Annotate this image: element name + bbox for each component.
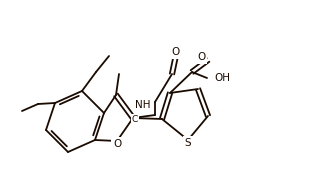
- Text: S: S: [185, 138, 191, 148]
- Text: O: O: [113, 139, 121, 149]
- Text: O: O: [197, 52, 205, 62]
- Text: OH: OH: [214, 73, 230, 83]
- Text: C: C: [132, 116, 138, 124]
- Text: O: O: [172, 47, 180, 57]
- Text: NH: NH: [135, 100, 150, 110]
